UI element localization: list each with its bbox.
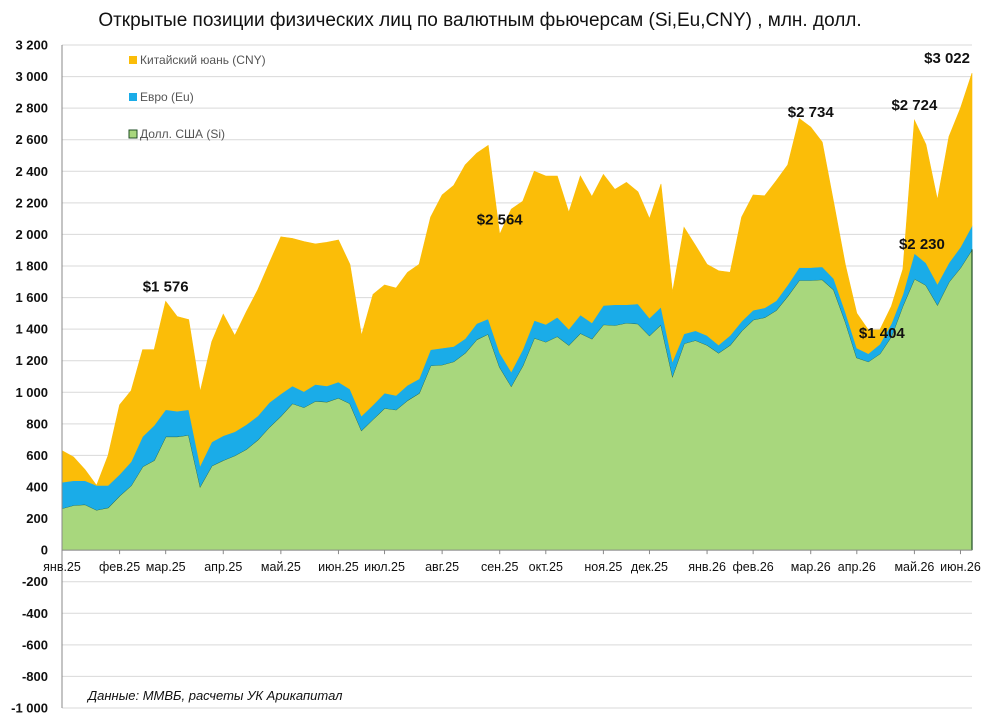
y-tick-label-13: 600 xyxy=(26,448,48,463)
x-tick-label-1: фев.25 xyxy=(99,560,140,574)
annotation-6: $3 022 xyxy=(924,50,970,67)
annotation-0: $1 576 xyxy=(143,278,189,295)
axes xyxy=(61,45,972,708)
x-tick-label-15: апр.26 xyxy=(838,560,876,574)
y-tick-label-19: -600 xyxy=(22,637,48,652)
legend-swatch-1 xyxy=(129,93,137,101)
y-tick-label-14: 400 xyxy=(26,480,48,495)
legend-label-2: Долл. США (Si) xyxy=(140,127,225,141)
legend-label-0: Китайский юань (CNY) xyxy=(140,53,266,67)
x-tick-label-0: янв.25 xyxy=(43,560,81,574)
x-tick-label-16: май.26 xyxy=(894,560,934,574)
y-tick-label-16: 0 xyxy=(41,543,48,558)
annotation-1: $2 564 xyxy=(477,211,524,228)
x-tick-label-10: ноя.25 xyxy=(584,560,622,574)
x-tick-label-3: апр.25 xyxy=(204,560,242,574)
y-tick-label-3: 2 600 xyxy=(15,132,48,147)
annotation-2: $2 734 xyxy=(788,104,835,121)
stacked-areas xyxy=(61,73,973,551)
y-tick-label-7: 1 800 xyxy=(15,259,48,274)
y-tick-label-11: 1 000 xyxy=(15,385,48,400)
y-tick-label-5: 2 200 xyxy=(15,195,48,210)
annotation-3: $1 404 xyxy=(859,325,906,342)
x-tick-label-7: авг.25 xyxy=(425,560,459,574)
annotation-5: $2 230 xyxy=(899,236,945,253)
y-tick-label-9: 1 400 xyxy=(15,322,48,337)
x-tick-label-17: июн.26 xyxy=(940,560,981,574)
legend-swatch-0 xyxy=(129,56,137,64)
y-tick-label-1: 3 000 xyxy=(15,69,48,84)
y-tick-label-17: -200 xyxy=(22,574,48,589)
y-tick-label-2: 2 800 xyxy=(15,101,48,116)
legend-swatch-2 xyxy=(128,129,138,139)
x-tick-label-6: июл.25 xyxy=(364,560,405,574)
x-tick-label-8: сен.25 xyxy=(481,560,519,574)
legend-label-1: Евро (Eu) xyxy=(140,90,194,104)
legend: Китайский юань (CNY) Евро (Eu) Долл. США (… xyxy=(128,53,266,141)
x-axis-ticks: янв.25 фев.25 мар.25 апр.25 май.25 июн.25 июл.… xyxy=(43,550,981,574)
y-axis-ticks: 3 200 3 000 2 800 2 600 2 400 2 200 2 000 1 800… xyxy=(11,38,48,716)
x-tick-label-2: мар.25 xyxy=(146,560,186,574)
y-tick-label-10: 1 200 xyxy=(15,353,48,368)
y-tick-label-6: 2 000 xyxy=(15,227,48,242)
y-tick-label-12: 800 xyxy=(26,416,48,431)
x-tick-label-9: окт.25 xyxy=(529,560,563,574)
area-series-2 xyxy=(61,73,973,487)
y-tick-label-15: 200 xyxy=(26,511,48,526)
x-tick-label-4: май.25 xyxy=(261,560,301,574)
y-tick-label-18: -400 xyxy=(22,606,48,621)
x-tick-label-11: дек.25 xyxy=(631,560,668,574)
annotation-4: $2 724 xyxy=(891,97,938,114)
y-tick-label-8: 1 600 xyxy=(15,290,48,305)
x-tick-label-13: фев.26 xyxy=(733,560,774,574)
y-tick-label-4: 2 400 xyxy=(15,164,48,179)
y-tick-label-0: 3 200 xyxy=(15,38,48,53)
y-tick-label-21: -1 000 xyxy=(11,701,48,716)
annotations: $1 576 $2 564 $2 734 $1 404 $2 724 $2 230 $3 0… xyxy=(143,50,970,342)
x-tick-label-5: июн.25 xyxy=(318,560,359,574)
chart-title: Открытые позиции физических лиц по валют… xyxy=(98,10,861,31)
x-tick-label-14: мар.26 xyxy=(791,560,831,574)
x-tick-label-12: янв.26 xyxy=(688,560,726,574)
y-tick-label-20: -800 xyxy=(22,669,48,684)
data-source-note: Данные: ММВБ, расчеты УК Арикапитал xyxy=(86,688,343,703)
